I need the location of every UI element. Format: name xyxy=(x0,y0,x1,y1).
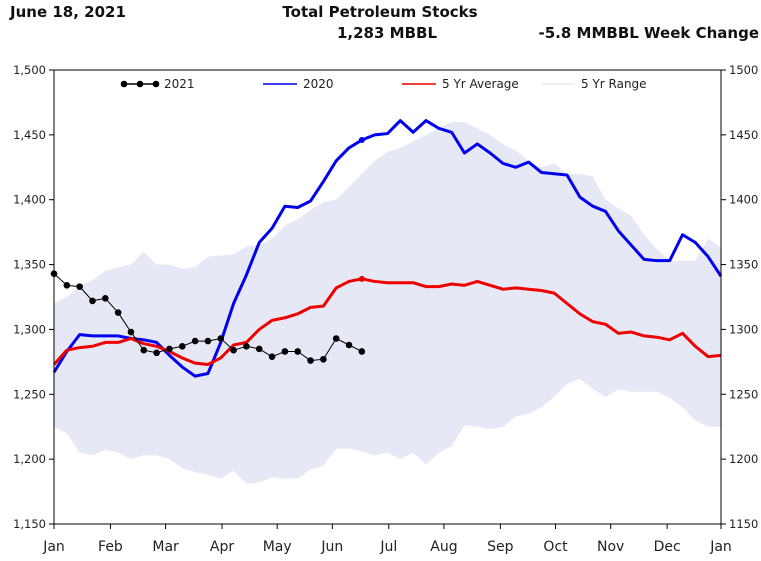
series-2021-point xyxy=(63,282,71,289)
y-left-tick-label: 1,400 xyxy=(13,193,46,207)
series-2021-point xyxy=(191,337,199,345)
series-2021-point xyxy=(114,309,122,316)
series-2020-current-week-point xyxy=(358,137,365,144)
x-tick-label: Jul xyxy=(379,539,397,555)
series-2021-point xyxy=(281,348,289,355)
report-date: June 18, 2021 xyxy=(9,3,126,21)
y-left-tick-label: 1,350 xyxy=(13,258,46,272)
week-change: -5.8 MMBBL Week Change xyxy=(539,24,759,42)
x-tick-label: Feb xyxy=(98,539,123,555)
series-2021-point xyxy=(153,349,160,357)
legend-marker-2021 xyxy=(136,80,144,88)
x-tick-label: Aug xyxy=(430,539,457,555)
legend-marker-2021 xyxy=(152,80,160,88)
legend-label: 2020 xyxy=(303,77,334,91)
y-left-tick-label: 1,300 xyxy=(13,322,46,336)
series-2021-point xyxy=(230,346,237,354)
x-tick-label: Jan xyxy=(709,539,732,555)
y-left-tick-label: 1,150 xyxy=(13,517,46,531)
total-stocks-value: 1,283 MBBL xyxy=(337,24,437,42)
x-tick-label: Mar xyxy=(152,539,179,555)
x-tick-label: May xyxy=(263,539,292,555)
series-2021-point xyxy=(178,342,186,350)
axes: 1,150 1,200 1,250 1,300 1,350 1,400 1,450 1,500… xyxy=(13,63,758,555)
y-left-tick-label: 1,200 xyxy=(13,452,46,466)
legend-item-2020: 2020 xyxy=(263,77,334,91)
legend: 2021 2020 5 Yr Average 5 Yr Range xyxy=(120,77,647,91)
x-tick-label: Sep xyxy=(487,539,514,555)
y-right-tick-label: 1350 xyxy=(729,258,758,272)
series-2021-point xyxy=(140,346,148,354)
series-2021-point xyxy=(255,345,263,353)
series-2021-point xyxy=(89,297,96,305)
series-5yr-average-current-week-point xyxy=(358,275,365,282)
series-2021-point xyxy=(166,345,173,353)
series-2021-point xyxy=(358,348,366,355)
y-left-tick-label: 1,450 xyxy=(13,128,46,142)
legend-item-2021: 2021 xyxy=(120,77,195,91)
y-right-tick-label: 1300 xyxy=(729,322,758,336)
series-2021-point xyxy=(127,328,135,336)
y-left-tick-label: 1,250 xyxy=(13,387,46,401)
series-2021-point xyxy=(102,294,109,302)
legend-item-5yr-average: 5 Yr Average xyxy=(402,77,519,91)
legend-label: 5 Yr Average xyxy=(442,77,519,91)
y-right-tick-label: 1250 xyxy=(729,387,758,401)
x-tick-label: Jun xyxy=(320,539,343,555)
series-2021-point xyxy=(320,355,327,363)
series-2021-point xyxy=(217,335,225,342)
chart-title: Total Petroleum Stocks xyxy=(282,3,477,21)
y-right-tick-label: 1200 xyxy=(729,452,758,466)
y-left-tick-label: 1,500 xyxy=(13,63,46,77)
y-right-tick-label: 1500 xyxy=(729,63,758,77)
x-tick-label: Jan xyxy=(42,539,65,555)
series-2021-point xyxy=(307,357,314,364)
legend-marker-2021 xyxy=(120,80,128,88)
series-2021-point xyxy=(76,283,83,290)
x-tick-label: Dec xyxy=(654,539,681,555)
x-tick-label: Nov xyxy=(597,539,624,555)
five-year-range-layer xyxy=(54,121,721,484)
legend-label: 5 Yr Range xyxy=(581,77,647,91)
series-2021-point xyxy=(345,341,353,349)
series-2021-point xyxy=(332,335,340,342)
series-2021-point xyxy=(294,348,302,355)
x-tick-label: Apr xyxy=(210,539,234,555)
five-year-range-band xyxy=(54,121,721,484)
legend-item-5yr-range: 5 Yr Range xyxy=(541,77,647,91)
plot-frame xyxy=(53,69,722,525)
legend-label: 2021 xyxy=(164,77,195,91)
series-layer xyxy=(50,119,723,378)
series-2021-point xyxy=(243,342,250,350)
series-2021-point xyxy=(268,353,276,360)
y-right-tick-label: 1150 xyxy=(729,517,758,531)
y-right-tick-label: 1400 xyxy=(729,193,758,207)
y-right-tick-label: 1450 xyxy=(729,128,758,142)
x-tick-label: Oct xyxy=(543,539,568,555)
series-2021-point xyxy=(204,337,212,345)
